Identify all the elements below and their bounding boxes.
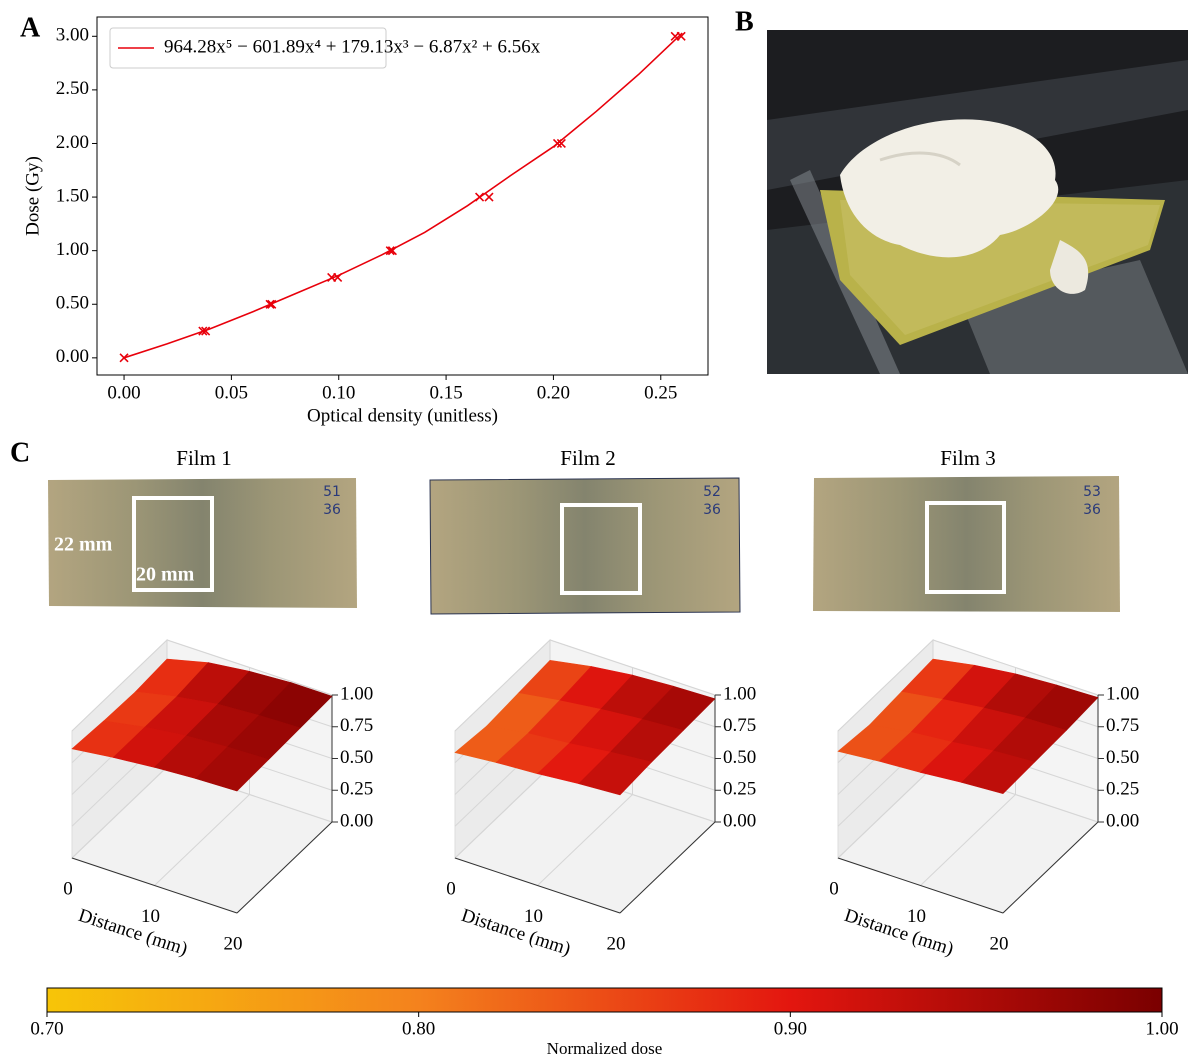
panel-label: C [10, 437, 30, 468]
x-tick-label: 20 [607, 933, 626, 954]
y-tick-label: 2.50 [56, 78, 89, 99]
z-tick-label: 0.75 [723, 715, 756, 736]
colorbar-tick-label: 0.70 [30, 1018, 63, 1039]
x-tick-label: 0.05 [215, 382, 248, 403]
annotation: 20 mm [136, 564, 195, 586]
film-title: Film 1 [176, 446, 231, 470]
x-tick-label: 0.25 [644, 382, 677, 403]
z-tick-label: 0.00 [1106, 810, 1139, 831]
z-tick-label: 0.75 [340, 715, 373, 736]
colorbar-tick-label: 0.90 [774, 1018, 807, 1039]
y-axis-label: Dose (Gy) [22, 156, 43, 236]
x-tick-label: 10 [907, 906, 926, 927]
film-title: Film 3 [940, 446, 995, 470]
z-tick-label: 0.25 [1106, 779, 1139, 800]
z-tick-label: 0.25 [723, 779, 756, 800]
z-tick-label: 0.75 [1106, 715, 1139, 736]
x-axis-label: Distance (mm) [459, 905, 573, 960]
z-tick-label: 0.50 [723, 747, 756, 768]
y-tick-label: 0.00 [56, 346, 89, 367]
data-point [485, 193, 493, 201]
x-axis-label: Distance (mm) [76, 905, 190, 960]
z-tick-label: 0.50 [340, 747, 373, 768]
colorbar-tick-label: 1.00 [1145, 1018, 1178, 1039]
legend-label: 964.28x⁵ − 601.89x⁴ + 179.13x³ − 6.87x² … [164, 36, 541, 57]
film-note: 53 [1083, 484, 1101, 500]
x-tick-label: 0 [63, 878, 73, 899]
film-note: 52 [703, 484, 721, 500]
x-tick-label: 0.00 [107, 382, 140, 403]
fit-line [124, 33, 682, 358]
x-tick-label: 10 [141, 906, 160, 927]
plot-area [97, 17, 708, 375]
data-point [476, 193, 484, 201]
x-tick-label: 20 [224, 933, 243, 954]
z-tick-label: 1.00 [723, 683, 756, 704]
film-scans: 22 mm 20 mm [48, 476, 1120, 614]
z-tick-label: 0.25 [340, 779, 373, 800]
y-tick-label: 1.50 [56, 185, 89, 206]
colorbar [47, 988, 1162, 1012]
colorbar-label: Normalized dose [547, 1039, 663, 1058]
film-note: 36 [703, 502, 721, 518]
panel-label: B [735, 6, 754, 37]
x-axis-label: Optical density (unitless) [307, 405, 498, 426]
film-note: 36 [1083, 502, 1101, 518]
film-title: Film 2 [560, 446, 615, 470]
x-tick-label: 0.10 [322, 382, 355, 403]
z-tick-label: 1.00 [340, 683, 373, 704]
y-tick-label: 3.00 [56, 25, 89, 46]
x-tick-label: 20 [990, 933, 1009, 954]
annotation: 22 mm [54, 534, 113, 556]
x-tick-label: 0.15 [429, 382, 462, 403]
photo [767, 30, 1188, 374]
z-tick-label: 0.00 [340, 810, 373, 831]
colorbar-tick-label: 0.80 [402, 1018, 435, 1039]
film-note: 51 [323, 484, 341, 500]
z-tick-label: 0.00 [723, 810, 756, 831]
x-axis-label: Distance (mm) [842, 905, 956, 960]
panel-label: A [20, 12, 41, 43]
z-tick-label: 1.00 [1106, 683, 1139, 704]
y-tick-label: 1.00 [56, 239, 89, 260]
y-tick-label: 0.50 [56, 293, 89, 314]
y-tick-label: 2.00 [56, 132, 89, 153]
x-tick-label: 0.20 [537, 382, 570, 403]
figure: A B C 22 mm 20 mm 0.00 0.05 0.10 0.15 0.20 0.… [0, 0, 1190, 1062]
film-note: 36 [323, 502, 341, 518]
z-tick-label: 0.50 [1106, 747, 1139, 768]
x-tick-label: 0 [446, 878, 456, 899]
x-tick-label: 10 [524, 906, 543, 927]
data-point [120, 354, 128, 362]
x-tick-label: 0 [829, 878, 839, 899]
